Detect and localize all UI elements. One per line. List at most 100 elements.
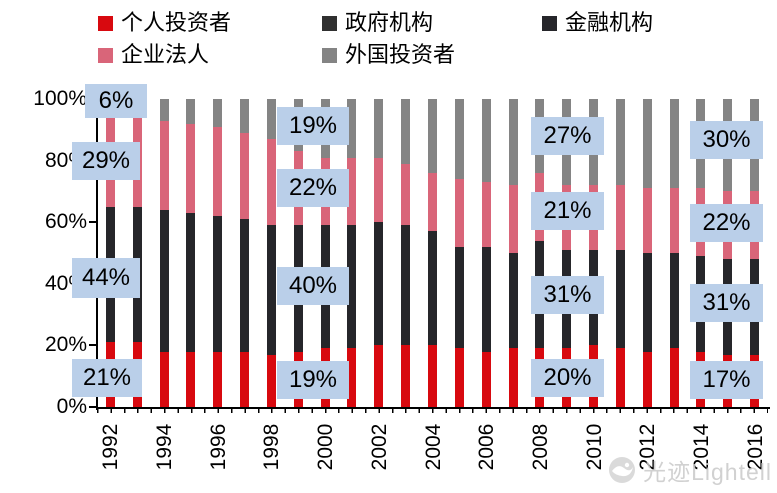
bar-segment-个人投资者 [266, 354, 276, 407]
x-axis [95, 407, 770, 409]
callout-label: 44% [72, 258, 140, 298]
bar-segment-外国投资者 [347, 99, 357, 158]
bar-group-1994 [159, 99, 169, 407]
x-tick-label: 2002 [367, 423, 391, 471]
bar-group-2002 [374, 99, 384, 407]
bar-segment-金融机构 [669, 253, 679, 349]
x-tick-label: 1996 [206, 423, 230, 471]
bar-segment-企业法人 [374, 157, 384, 223]
bar-segment-金融机构 [401, 225, 411, 346]
callout-label: 19% [277, 107, 349, 145]
bar-segment-企业法人 [401, 163, 411, 226]
callout-label: 20% [531, 359, 604, 397]
x-tick-label: 1998 [260, 423, 284, 471]
bar-group-2003 [401, 99, 411, 407]
bar-segment-企业法人 [213, 126, 223, 217]
x-tick-label: 1994 [153, 423, 177, 471]
bar-segment-金融机构 [213, 216, 223, 352]
callout-label: 29% [72, 142, 140, 180]
callout-label: 19% [277, 361, 349, 399]
bar-group-1995 [186, 99, 196, 407]
bar-segment-个人投资者 [508, 348, 518, 407]
bar-group-2011 [615, 99, 625, 407]
chart-legend: 个人投资者 政府机构 金融机构 企业法人 外国投资者 [98, 10, 738, 74]
bar-segment-企业法人 [428, 172, 437, 232]
legend-swatch-icon [322, 47, 337, 63]
bar-segment-外国投资者 [159, 99, 169, 121]
bar-segment-外国投资者 [615, 99, 625, 186]
bar-segment-个人投资者 [347, 348, 357, 407]
bar-segment-外国投资者 [401, 99, 411, 164]
x-tick-label: 2012 [636, 423, 660, 471]
bar-group-2005 [454, 99, 464, 407]
bar-segment-金融机构 [266, 225, 276, 355]
bar-segment-企业法人 [454, 179, 464, 247]
y-tick-label: 100% [33, 87, 87, 110]
legend-swatch-icon [98, 15, 113, 31]
x-tick-label: 2016 [743, 423, 767, 471]
x-tick-label: 1992 [99, 423, 123, 471]
y-tick-label: 20% [44, 333, 87, 357]
x-tick-label: 2000 [314, 423, 338, 471]
y-axis-tick [89, 406, 96, 408]
callout-label: 31% [531, 276, 604, 314]
bar-group-2013 [669, 99, 679, 407]
bar-group-1996 [213, 99, 223, 407]
bar-segment-外国投资者 [213, 99, 223, 127]
legend-item-label: 外国投资者 [345, 42, 456, 67]
bar-segment-个人投资者 [213, 351, 223, 407]
bar-segment-企业法人 [186, 123, 196, 213]
x-tick-label: 2004 [421, 423, 445, 471]
bar-segment-金融机构 [508, 253, 518, 349]
legend-row-2: 企业法人 外国投资者 [98, 42, 738, 68]
callout-label: 17% [690, 361, 763, 399]
bar-segment-个人投资者 [374, 345, 384, 407]
bar-group-2012 [642, 99, 652, 407]
bar-segment-个人投资者 [615, 348, 625, 407]
callout-label: 21% [531, 192, 604, 230]
legend-item-label: 政府机构 [345, 10, 434, 35]
bar-segment-个人投资者 [159, 351, 169, 407]
bar-segment-企业法人 [159, 120, 169, 210]
bar-segment-企业法人 [642, 188, 652, 253]
bar-segment-企业法人 [240, 132, 250, 220]
bar-segment-金融机构 [159, 209, 169, 352]
bar-segment-个人投资者 [401, 345, 411, 407]
bar-segment-外国投资者 [186, 99, 196, 124]
bar-group-1997 [240, 99, 250, 407]
x-tick-label: 2014 [689, 423, 713, 471]
x-axis-minor-ticks [97, 409, 768, 413]
bar-group-1998 [266, 99, 276, 407]
callout-label: 6% [85, 84, 147, 118]
callout-label: 21% [72, 359, 142, 397]
bar-segment-企业法人 [615, 185, 625, 250]
bar-segment-金融机构 [642, 253, 652, 352]
bar-segment-企业法人 [481, 182, 491, 247]
bar-segment-个人投资者 [240, 351, 250, 407]
bar-segment-外国投资者 [374, 99, 384, 158]
callout-label: 22% [690, 204, 763, 242]
callout-label: 22% [277, 169, 349, 207]
legend-item-3: 金融机构 [542, 10, 738, 36]
y-tick-label: 60% [44, 210, 87, 234]
y-axis [95, 99, 98, 410]
bar-group-2004 [428, 99, 437, 407]
callout-label: 30% [690, 121, 763, 159]
legend-item-label: 金融机构 [565, 10, 654, 35]
bar-segment-个人投资者 [454, 348, 464, 407]
callout-label: 31% [690, 284, 763, 322]
bar-segment-金融机构 [428, 231, 437, 346]
bar-segment-企业法人 [508, 185, 518, 253]
y-axis-tick [89, 344, 96, 347]
bar-segment-金融机构 [240, 219, 250, 352]
bar-segment-外国投资者 [642, 99, 652, 189]
bar-segment-企业法人 [266, 139, 276, 226]
bar-segment-外国投资者 [266, 99, 276, 140]
bar-group-2007 [508, 99, 518, 407]
legend-swatch-icon [542, 15, 557, 31]
bar-segment-企业法人 [347, 157, 357, 226]
legend-item-label: 企业法人 [121, 42, 210, 67]
bar-segment-外国投资者 [454, 99, 464, 180]
bar-segment-外国投资者 [240, 99, 250, 133]
